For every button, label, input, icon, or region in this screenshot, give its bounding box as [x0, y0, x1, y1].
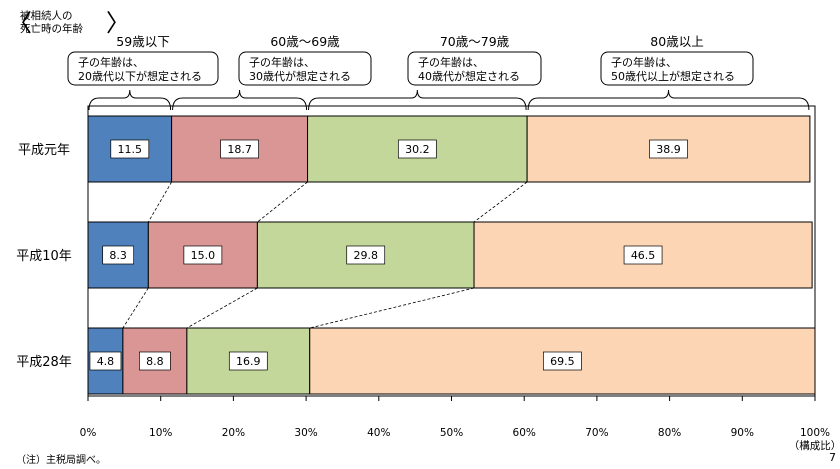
- group-note-line2-4: 50歳代以上が想定される: [611, 69, 735, 83]
- value-label-box-1-2: [220, 139, 259, 159]
- connector-line-2-2: [186, 287, 258, 329]
- left-angle-bracket-icon: 〈: [8, 9, 32, 37]
- x-tick-label-10: 100%: [800, 427, 830, 439]
- value-label-box-2-2: [183, 245, 223, 265]
- x-tick-label-3: 30%: [294, 427, 317, 439]
- connector-line-1-2: [257, 181, 308, 223]
- value-label-2-3: 29.8: [353, 249, 378, 262]
- category-label-3: 平成28年: [16, 355, 72, 370]
- group-annotation-box-1: [67, 51, 219, 86]
- group-title-1: 59歳以下: [116, 34, 169, 49]
- value-label-1-1: 11.5: [118, 143, 143, 156]
- corner-label: 〈 被相続人の 死亡時の年齢 〉: [8, 9, 130, 37]
- group-annotation-box-2: [238, 51, 372, 86]
- value-label-box-2-1: [102, 245, 135, 265]
- x-axis-label: （構成比）: [789, 439, 840, 452]
- value-label-box-3-2: [139, 351, 171, 371]
- bar-segment-1-1: [87, 115, 173, 183]
- value-label-3-1: 4.8: [97, 355, 115, 368]
- value-label-box-3-3: [228, 351, 268, 371]
- x-tick-label-4: 40%: [367, 427, 390, 439]
- value-label-box-2-4: [623, 245, 663, 265]
- value-label-box-3-4: [543, 351, 582, 371]
- connector-line-2-3: [309, 287, 475, 329]
- value-label-1-3: 30.2: [405, 143, 430, 156]
- connector-line-1-1: [147, 181, 172, 223]
- value-label-box-2-3: [346, 245, 386, 265]
- value-label-3-3: 16.9: [236, 355, 261, 368]
- x-tick-label-5: 50%: [440, 427, 463, 439]
- value-label-1-2: 18.7: [227, 143, 252, 156]
- source-note: （注）主税局調べ。: [16, 455, 106, 466]
- group-note-line1-3: 子の年齢は、: [418, 55, 484, 69]
- group-brace-4: [527, 89, 810, 111]
- x-tick-label-1: 10%: [149, 427, 172, 439]
- group-brace-3: [308, 89, 527, 111]
- value-label-box-1-4: [649, 139, 688, 159]
- right-angle-bracket-icon: 〉: [106, 9, 130, 37]
- value-label-box-1-3: [397, 139, 437, 159]
- category-label-1: 平成元年: [18, 143, 70, 158]
- value-label-1-4: 38.9: [656, 143, 681, 156]
- group-annotation-box-4: [600, 51, 754, 86]
- corner-label-line2: 死亡時の年齢: [20, 23, 83, 35]
- connector-line-1-3: [473, 181, 528, 223]
- group-brace-2: [172, 89, 308, 111]
- x-tick-label-2: 20%: [222, 427, 245, 439]
- value-label-box-1-1: [110, 139, 150, 159]
- corner-label-line1: 被相続人の: [20, 10, 73, 22]
- value-label-2-2: 15.0: [191, 249, 216, 262]
- group-title-3: 70歳～79歳: [440, 34, 510, 49]
- x-tick-label-6: 60%: [513, 427, 536, 439]
- value-label-box-3-1: [89, 351, 122, 371]
- value-label-3-4: 69.5: [550, 355, 575, 368]
- x-tick-label-0: 0%: [80, 427, 97, 439]
- group-note-line1-2: 子の年齢は、: [249, 55, 315, 69]
- connector-line-2-1: [122, 287, 149, 329]
- x-tick-label-9: 90%: [731, 427, 754, 439]
- value-label-3-2: 8.8: [146, 355, 164, 368]
- group-note-line1-4: 子の年齢は、: [611, 55, 677, 69]
- page-number: 7: [829, 451, 836, 464]
- group-title-4: 80歳以上: [650, 34, 703, 49]
- group-note-line2-3: 40歳代が想定される: [418, 69, 520, 83]
- group-brace-1: [88, 89, 172, 111]
- group-title-2: 60歳～69歳: [270, 34, 340, 49]
- group-note-line2-2: 30歳代が想定される: [249, 69, 351, 83]
- x-tick-label-7: 70%: [585, 427, 608, 439]
- group-note-line1-1: 子の年齢は、: [78, 55, 144, 69]
- value-label-2-1: 8.3: [109, 249, 127, 262]
- x-tick-label-8: 80%: [658, 427, 681, 439]
- group-note-line2-1: 20歳代以下が想定される: [78, 69, 202, 83]
- category-label-2: 平成10年: [16, 249, 72, 264]
- value-label-2-4: 46.5: [631, 249, 656, 262]
- group-annotation-box-3: [407, 51, 542, 86]
